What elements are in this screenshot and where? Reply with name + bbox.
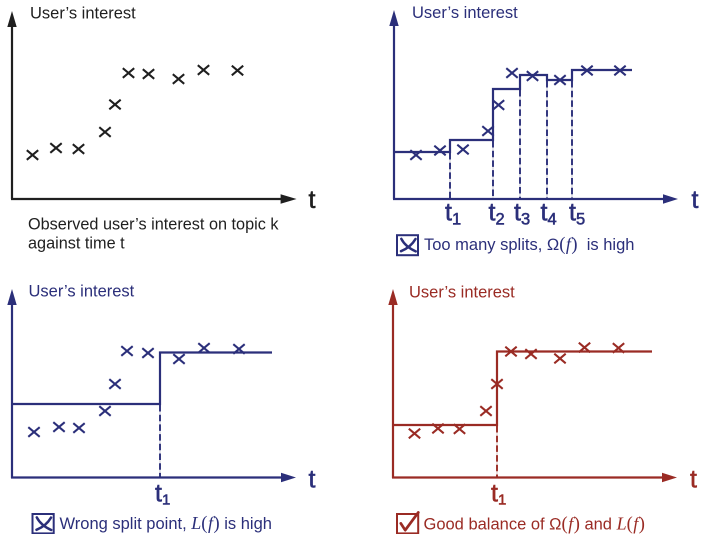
svg-text:Observed user’s interest on to: Observed user’s interest on topic k bbox=[28, 216, 279, 234]
svg-text:User’s interest: User’s interest bbox=[30, 5, 136, 23]
svg-text:against time t: against time t bbox=[28, 235, 125, 253]
svg-text:t1: t1 bbox=[491, 480, 506, 509]
svg-text:Good balance of Ω(f) and L(f): Good balance of Ω(f) and L(f) bbox=[424, 514, 645, 534]
svg-text:t: t bbox=[309, 186, 316, 214]
svg-text:t4: t4 bbox=[541, 199, 557, 229]
svg-text:t3: t3 bbox=[514, 199, 530, 229]
svg-text:t2: t2 bbox=[489, 199, 505, 229]
svg-text:t1: t1 bbox=[155, 480, 170, 509]
svg-text:t: t bbox=[692, 186, 699, 214]
svg-text:User’s interest: User’s interest bbox=[412, 4, 518, 22]
svg-text:t: t bbox=[309, 466, 316, 494]
svg-text:t1: t1 bbox=[445, 199, 461, 229]
svg-text:Too many splits, Ω(f) is high: Too many splits, Ω(f) is high bbox=[424, 234, 634, 255]
svg-text:User’s interest: User’s interest bbox=[29, 283, 135, 301]
svg-text:Wrong split point, L(f) is hig: Wrong split point, L(f) is high bbox=[60, 513, 272, 534]
svg-text:t: t bbox=[690, 466, 697, 494]
svg-text:User’s interest: User’s interest bbox=[409, 284, 515, 302]
svg-text:t5: t5 bbox=[569, 199, 585, 229]
